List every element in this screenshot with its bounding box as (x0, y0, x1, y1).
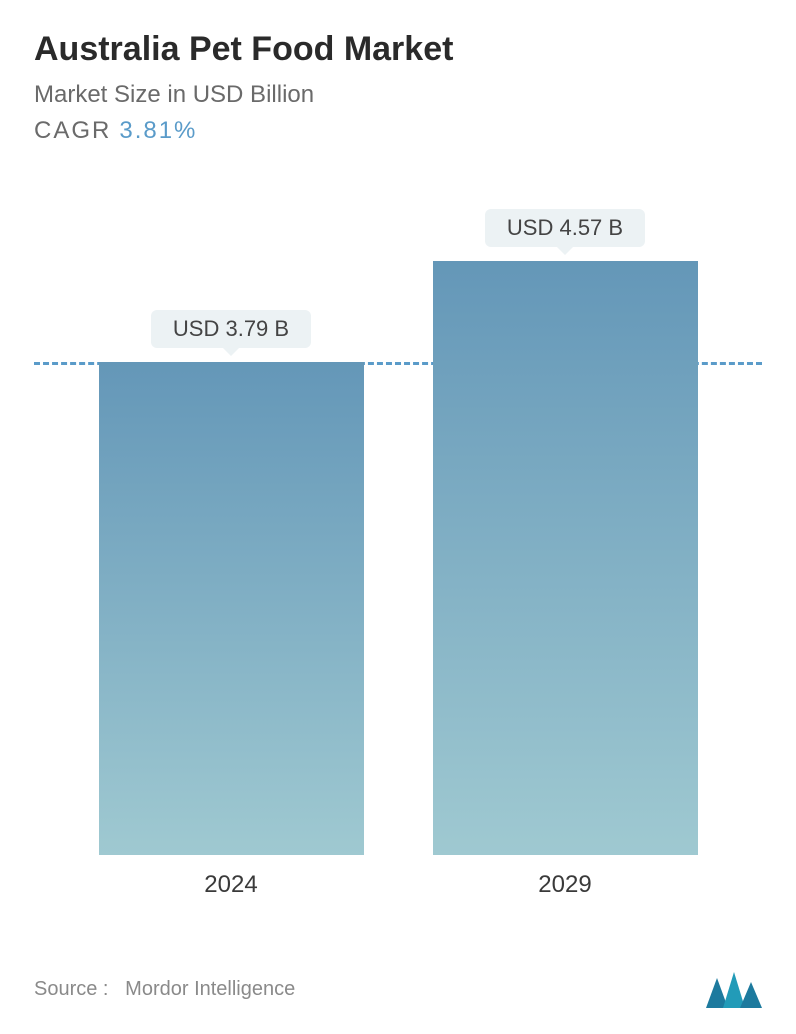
footer: Source : Mordor Intelligence (34, 970, 762, 1008)
source-value: Mordor Intelligence (125, 978, 295, 1000)
bar-1 (433, 261, 698, 855)
chart-title: Australia Pet Food Market (34, 30, 762, 69)
chart-area: USD 3.79 B 2024 USD 4.57 B 2029 (34, 205, 762, 905)
value-label-0: USD 3.79 B (151, 310, 311, 348)
bar-group-0: USD 3.79 B 2024 (99, 310, 364, 855)
bar-group-1: USD 4.57 B 2029 (433, 209, 698, 855)
bars-container: USD 3.79 B 2024 USD 4.57 B 2029 (34, 205, 762, 855)
year-label-0: 2024 (204, 871, 257, 899)
source-label: Source : (34, 978, 108, 1000)
cagr-label: CAGR (34, 117, 111, 144)
source-text: Source : Mordor Intelligence (34, 978, 295, 1001)
cagr-row: CAGR 3.81% (34, 117, 762, 145)
cagr-value: 3.81% (119, 117, 197, 144)
year-label-1: 2029 (538, 871, 591, 899)
brand-logo-icon (706, 970, 762, 1008)
chart-subtitle: Market Size in USD Billion (34, 81, 762, 109)
bar-0 (99, 362, 364, 855)
value-label-1: USD 4.57 B (485, 209, 645, 247)
